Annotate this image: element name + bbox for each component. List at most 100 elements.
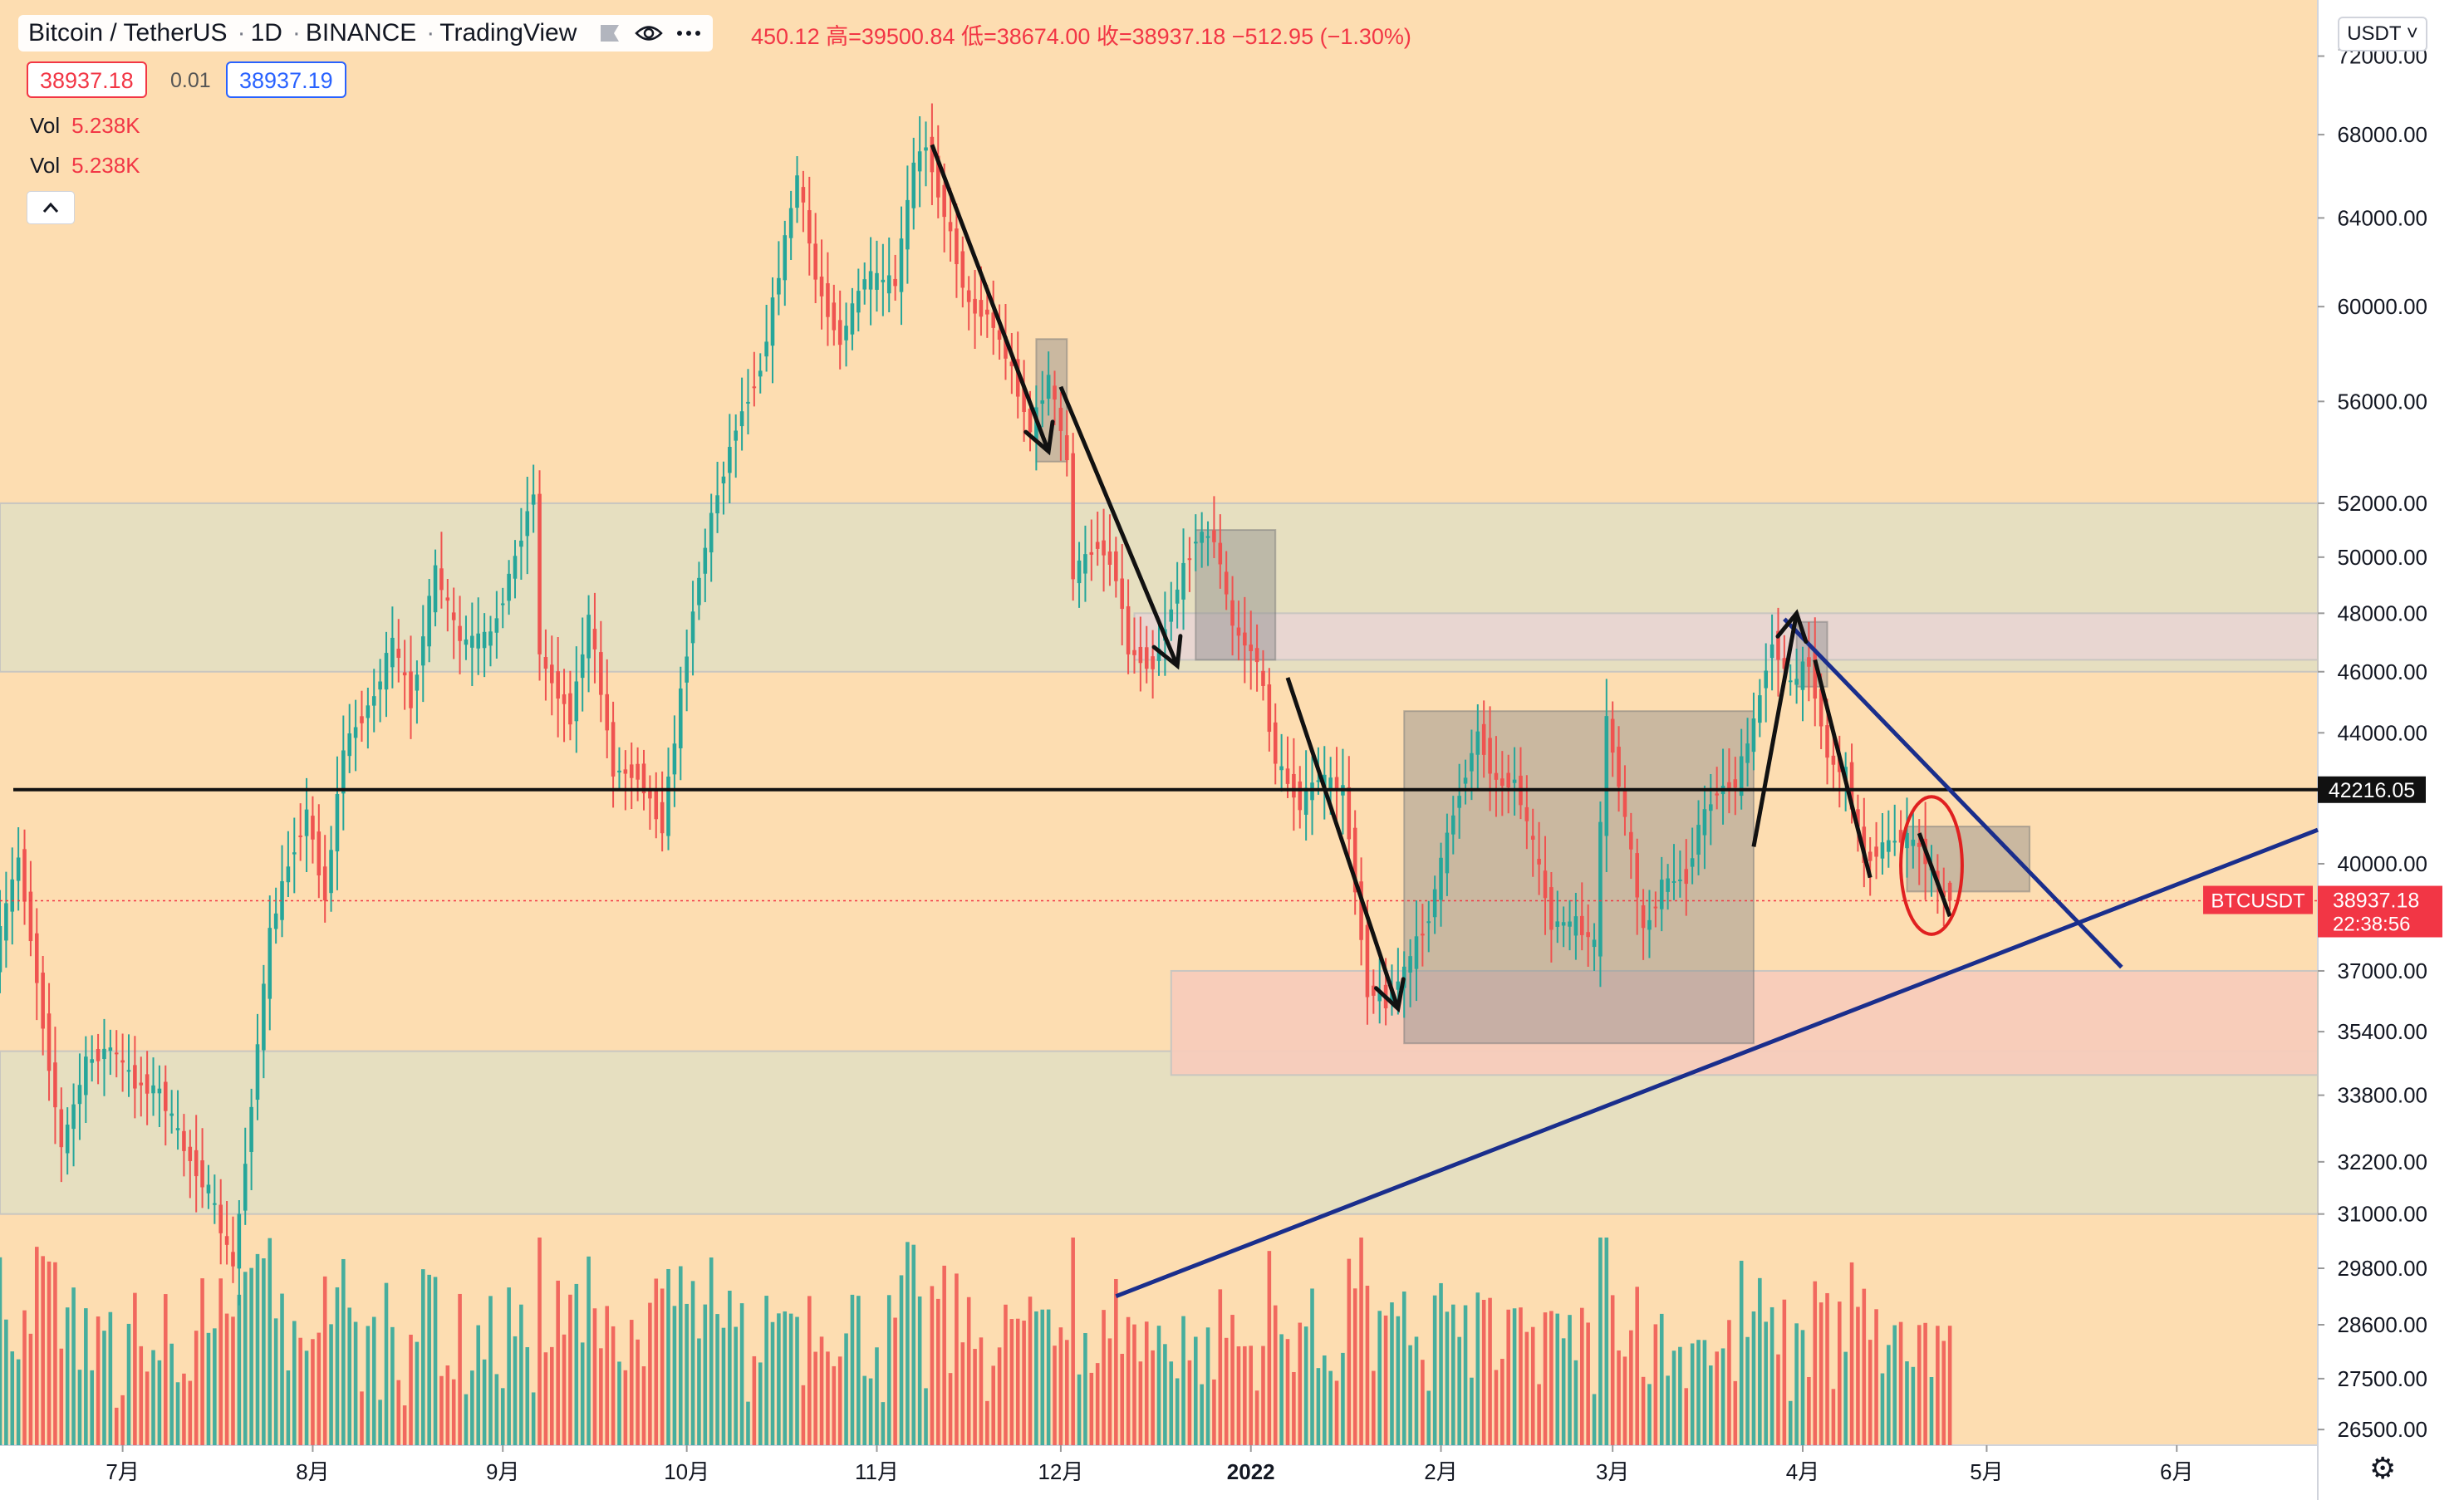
candle-body bbox=[71, 1104, 76, 1130]
volume-bar bbox=[703, 1304, 708, 1445]
candle-body bbox=[1347, 787, 1352, 840]
gear-icon[interactable]: ⚙ bbox=[2369, 1451, 2397, 1485]
candle-body bbox=[329, 850, 333, 894]
candle-body bbox=[592, 629, 597, 650]
volume-bar bbox=[451, 1379, 456, 1445]
volume-bar bbox=[218, 1278, 223, 1445]
volume-bar bbox=[1684, 1388, 1689, 1445]
candle-body bbox=[1298, 781, 1303, 811]
volume-bar bbox=[1120, 1354, 1125, 1445]
candle-body bbox=[979, 300, 984, 317]
currency-selector[interactable]: USDT ˅ bbox=[2338, 17, 2427, 51]
volume-bar bbox=[500, 1388, 505, 1445]
volume-bar bbox=[592, 1308, 597, 1445]
volume-bar bbox=[1334, 1380, 1339, 1445]
candle-body bbox=[1819, 689, 1823, 727]
candle-body bbox=[525, 511, 530, 537]
candle-body bbox=[273, 913, 278, 929]
candle-body bbox=[893, 278, 897, 287]
volume-bar bbox=[770, 1321, 775, 1445]
time-tick-label: 10月 bbox=[664, 1459, 709, 1484]
price-tick-label: 29800.00 bbox=[2338, 1256, 2427, 1281]
price-tick-label: 37000.00 bbox=[2338, 958, 2427, 983]
volume-bar bbox=[1622, 1356, 1627, 1445]
volume-bar bbox=[1641, 1376, 1646, 1445]
volume-bar bbox=[1205, 1327, 1210, 1445]
collapse-legend-button[interactable] bbox=[27, 191, 75, 224]
symbol-header[interactable]: Bitcoin / TetherUS · 1D · BINANCE · Trad… bbox=[18, 15, 714, 51]
candle-body bbox=[629, 764, 634, 778]
volume-bar bbox=[298, 1337, 302, 1445]
volume-bar bbox=[685, 1303, 689, 1445]
volume-bar bbox=[1193, 1336, 1198, 1445]
candle-body bbox=[899, 238, 904, 292]
sell-price-button[interactable]: 38937.18 bbox=[27, 61, 147, 98]
volume-bar bbox=[1807, 1376, 1811, 1445]
time-axis[interactable]: 7月 8月 9月 10月 11月 12月 2022 2月 3月 4月 5月 6月 bbox=[106, 1445, 2193, 1484]
flag-icon[interactable] bbox=[598, 22, 623, 44]
volume-bar bbox=[1187, 1360, 1192, 1445]
volume-bar bbox=[90, 1370, 95, 1445]
candle-body bbox=[783, 235, 788, 281]
volume-bar bbox=[531, 1392, 536, 1445]
candle-body bbox=[1292, 773, 1296, 798]
volume-bar bbox=[930, 1286, 935, 1445]
candle-body bbox=[59, 1109, 64, 1148]
candle-body bbox=[906, 199, 910, 250]
candle-body bbox=[537, 493, 542, 654]
candle-body bbox=[960, 251, 965, 288]
candle-body bbox=[1494, 772, 1499, 780]
candle-body bbox=[390, 637, 395, 668]
volume-bar bbox=[844, 1333, 848, 1445]
interval[interactable]: 1D bbox=[250, 19, 282, 47]
candle-body bbox=[1372, 985, 1376, 996]
volume-bar bbox=[445, 1365, 450, 1445]
symbol-name[interactable]: Bitcoin / TetherUS bbox=[28, 19, 228, 47]
arrow-line bbox=[1058, 385, 1180, 667]
more-icon[interactable] bbox=[675, 22, 703, 44]
eye-icon[interactable] bbox=[635, 22, 664, 44]
price-tick-label: 60000.00 bbox=[2338, 294, 2427, 319]
volume-bar bbox=[1200, 1384, 1204, 1445]
volume-bar bbox=[1776, 1354, 1780, 1445]
buy-price-button[interactable]: 38937.19 bbox=[226, 61, 346, 98]
candle-body bbox=[568, 693, 572, 725]
price-axis[interactable]: 72000.0068000.0064000.0060000.0056000.00… bbox=[2318, 44, 2427, 1443]
candle-body bbox=[1132, 650, 1136, 655]
candle-body bbox=[1622, 788, 1627, 817]
time-tick-label: 12月 bbox=[1038, 1459, 1083, 1484]
candle-body bbox=[182, 1130, 186, 1151]
candle-body bbox=[280, 880, 284, 920]
candle-body bbox=[930, 136, 935, 173]
candle-body bbox=[1457, 796, 1461, 808]
volume-bar bbox=[1862, 1288, 1867, 1445]
candle-body bbox=[1769, 644, 1774, 659]
candle-body bbox=[917, 151, 922, 172]
time-tick-label: 8月 bbox=[296, 1459, 329, 1484]
volume-legend-2[interactable]: Vol 5.238K bbox=[30, 153, 140, 179]
candle-body bbox=[1322, 774, 1327, 787]
candle-body bbox=[1359, 881, 1363, 940]
candle-body bbox=[1592, 939, 1597, 948]
candle-body bbox=[28, 891, 33, 942]
volume-bar bbox=[537, 1238, 542, 1445]
candle-body bbox=[1439, 857, 1443, 900]
price-tick-label: 32200.00 bbox=[2338, 1150, 2427, 1174]
volume-bar bbox=[10, 1351, 15, 1445]
volume-bar bbox=[1028, 1297, 1033, 1445]
volume-bar bbox=[243, 1272, 248, 1445]
price-tick-label: 40000.00 bbox=[2338, 851, 2427, 876]
candle-body bbox=[108, 1047, 113, 1051]
candle-body bbox=[1530, 836, 1535, 840]
candle-body bbox=[194, 1150, 199, 1177]
volume-bar bbox=[1905, 1361, 1909, 1445]
volume-bar bbox=[1341, 1352, 1345, 1445]
candle-body bbox=[1414, 936, 1419, 969]
candle-body bbox=[997, 330, 1002, 340]
candle-body bbox=[451, 612, 456, 620]
candle-body bbox=[396, 649, 401, 659]
volume-bar bbox=[1617, 1350, 1621, 1445]
volume-bar bbox=[1390, 1302, 1394, 1445]
volume-legend-1[interactable]: Vol 5.238K bbox=[30, 113, 140, 139]
